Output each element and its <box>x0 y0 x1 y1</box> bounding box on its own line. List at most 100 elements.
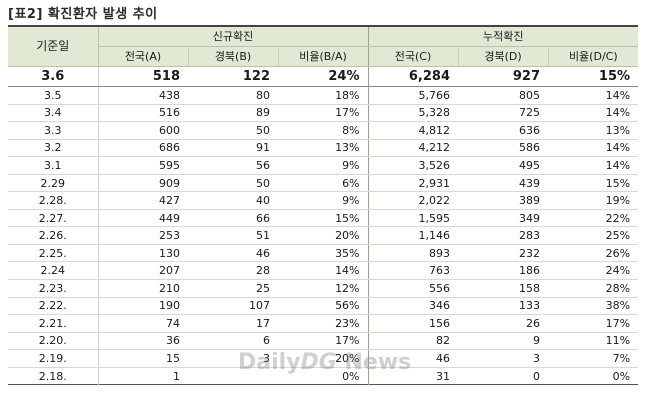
cell-new-ratio: 12% <box>278 279 369 298</box>
cell-cum-gyeongbuk: 389 <box>458 191 549 210</box>
cell-cum-ratio: 14% <box>548 104 639 123</box>
cell-cum-gyeongbuk: 636 <box>458 121 549 140</box>
header-row-subcolumns: 전국(A) 경북(B) 비율(B/A) 전국(C) 경북(D) 비율(D/C) <box>8 46 639 67</box>
cell-new-national: 190 <box>98 297 188 316</box>
cell-date: 3.6 <box>8 66 99 87</box>
cell-cum-ratio: 38% <box>548 297 639 316</box>
cell-new-national: 74 <box>98 314 188 333</box>
cell-cum-ratio: 28% <box>548 279 639 298</box>
cell-cum-gyeongbuk: 186 <box>458 261 549 281</box>
cell-date: 2.21. <box>8 314 99 333</box>
cell-cum-national: 46 <box>367 349 459 368</box>
cell-cum-ratio: 17% <box>548 314 639 333</box>
cell-cum-gyeongbuk: 0 <box>533 369 541 383</box>
cell-date: 3.3 <box>8 121 99 140</box>
cell-new-gyeongbuk: 25 <box>188 279 278 298</box>
cell-new-gyeongbuk: 51 <box>188 226 278 245</box>
cell-new-gyeongbuk: 50 <box>188 174 278 193</box>
cell-cum-ratio: 0% <box>612 369 631 383</box>
cell-cum-ratio: 15% <box>548 174 639 193</box>
cell-new-ratio: 35% <box>278 244 369 263</box>
cell-new-gyeongbuk: 28 <box>188 261 278 281</box>
cell-new-national: 130 <box>98 244 188 263</box>
cell-new-national: 438 <box>98 86 188 105</box>
table-row: 3.6 518 122 24% 6,284 927 15% <box>8 66 639 87</box>
cell-cum-ratio: 15% <box>548 66 639 87</box>
cell-new-gyeongbuk: 89 <box>188 104 278 123</box>
cell-cum-national: 346 <box>367 297 459 316</box>
cell-cum-ratio: 22% <box>548 209 639 228</box>
cell-new-national: 686 <box>98 139 188 158</box>
cell-date: 2.29 <box>8 174 99 193</box>
header-date: 기준일 <box>8 26 99 67</box>
table-row: 2.24 207 28 14% 763 186 24% <box>8 261 639 281</box>
table-row: 2.25. 130 46 35% 893 232 26% <box>8 244 639 263</box>
cell-cum-ratio: 25% <box>548 226 639 245</box>
cell-cum-national: 2,022 <box>367 191 459 210</box>
cell-new-gyeongbuk: 50 <box>188 121 278 140</box>
cell-cum-gyeongbuk: 3 <box>458 349 549 368</box>
cell-date: 2.25. <box>8 244 99 263</box>
cell-date: 2.22. <box>8 297 99 316</box>
cell-cum-national: 2,931 <box>367 174 459 193</box>
cell-new-national: 449 <box>98 209 188 228</box>
table-row: 3.5 438 80 18% 5,766 805 14% <box>8 86 639 105</box>
header-row-groups: 기준일 신규확진 누적확진 <box>8 26 639 67</box>
cell-cum-national: 4,812 <box>367 121 459 140</box>
cell-date: 2.19. <box>8 349 99 368</box>
header-cum-ratio: 비율(D/C) <box>547 46 639 67</box>
table-row: 2.18. 1 0% 31 0 0% <box>8 367 638 385</box>
cell-new-gyeongbuk: 80 <box>188 86 278 105</box>
cell-cum-ratio: 26% <box>548 244 639 263</box>
cell-cum-national: 6,284 <box>367 66 459 87</box>
cell-new-gyeongbuk: 46 <box>188 244 278 263</box>
cell-date: 2.27. <box>8 209 99 228</box>
cell-date: 2.24 <box>8 261 99 281</box>
cell-new-ratio: 13% <box>278 139 369 158</box>
table-row: 2.28. 427 40 9% 2,022 389 19% <box>8 191 639 210</box>
table-row: 2.26. 253 51 20% 1,146 283 25% <box>8 226 639 245</box>
cell-cum-gyeongbuk: 349 <box>458 209 549 228</box>
cell-new-ratio: 8% <box>278 121 369 140</box>
table-row: 2.19. 15 3 20% 46 3 7% <box>8 349 639 368</box>
table-row: 2.29 909 50 6% 2,931 439 15% <box>8 174 639 193</box>
cell-new-national: 600 <box>98 121 188 140</box>
cell-cum-national: 5,766 <box>367 86 459 105</box>
cell-new-gyeongbuk: 3 <box>188 349 278 368</box>
cell-cum-gyeongbuk: 26 <box>458 314 549 333</box>
table-row: 2.21. 74 17 23% 156 26 17% <box>8 314 639 333</box>
cell-new-gyeongbuk: 107 <box>188 297 278 316</box>
cell-new-national: 909 <box>98 174 188 193</box>
cell-new-ratio: 14% <box>278 261 369 281</box>
header-new-ratio: 비율(B/A) <box>277 46 369 67</box>
cell-cum-gyeongbuk: 805 <box>458 86 549 105</box>
cell-cum-gyeongbuk: 133 <box>458 297 549 316</box>
table-caption: [표2] 확진환자 발생 추이 <box>8 7 158 22</box>
cell-new-gyeongbuk: 6 <box>188 332 278 351</box>
cell-new-ratio: 24% <box>278 66 369 87</box>
cell-cum-national: 82 <box>367 332 459 351</box>
table-row: 2.23. 210 25 12% 556 158 28% <box>8 279 639 298</box>
cell-date: 2.20. <box>8 332 99 351</box>
cell-date: 2.18. <box>8 367 99 385</box>
cell-new-ratio: 17% <box>278 332 369 351</box>
table-row: 2.20. 36 6 17% 82 9 11% <box>8 332 639 351</box>
cell-new-ratio: 15% <box>278 209 369 228</box>
cell-new-ratio: 20% <box>278 349 369 368</box>
cell-cum-ratio: 14% <box>548 139 639 158</box>
cell-new-national: 15 <box>98 349 188 368</box>
cell-new-gyeongbuk: 56 <box>188 156 278 175</box>
header-cum-national: 전국(C) <box>367 46 459 67</box>
cell-cum-national: 893 <box>367 244 459 263</box>
table-row: 3.1 595 56 9% 3,526 495 14% <box>8 156 639 175</box>
table-row: 3.4 516 89 17% 5,328 725 14% <box>8 104 639 123</box>
cell-date: 2.28. <box>8 191 99 210</box>
cell-new-national: 427 <box>98 191 188 210</box>
cell-new-gyeongbuk <box>188 367 278 385</box>
header-group-new: 신규확진 <box>98 26 369 47</box>
table-row: 3.2 686 91 13% 4,212 586 14% <box>8 139 639 158</box>
cell-new-national: 207 <box>98 261 188 281</box>
cell-cum-gyeongbuk: 586 <box>458 139 549 158</box>
cell-new-ratio: 9% <box>278 156 369 175</box>
cell-new-ratio: 18% <box>278 86 369 105</box>
